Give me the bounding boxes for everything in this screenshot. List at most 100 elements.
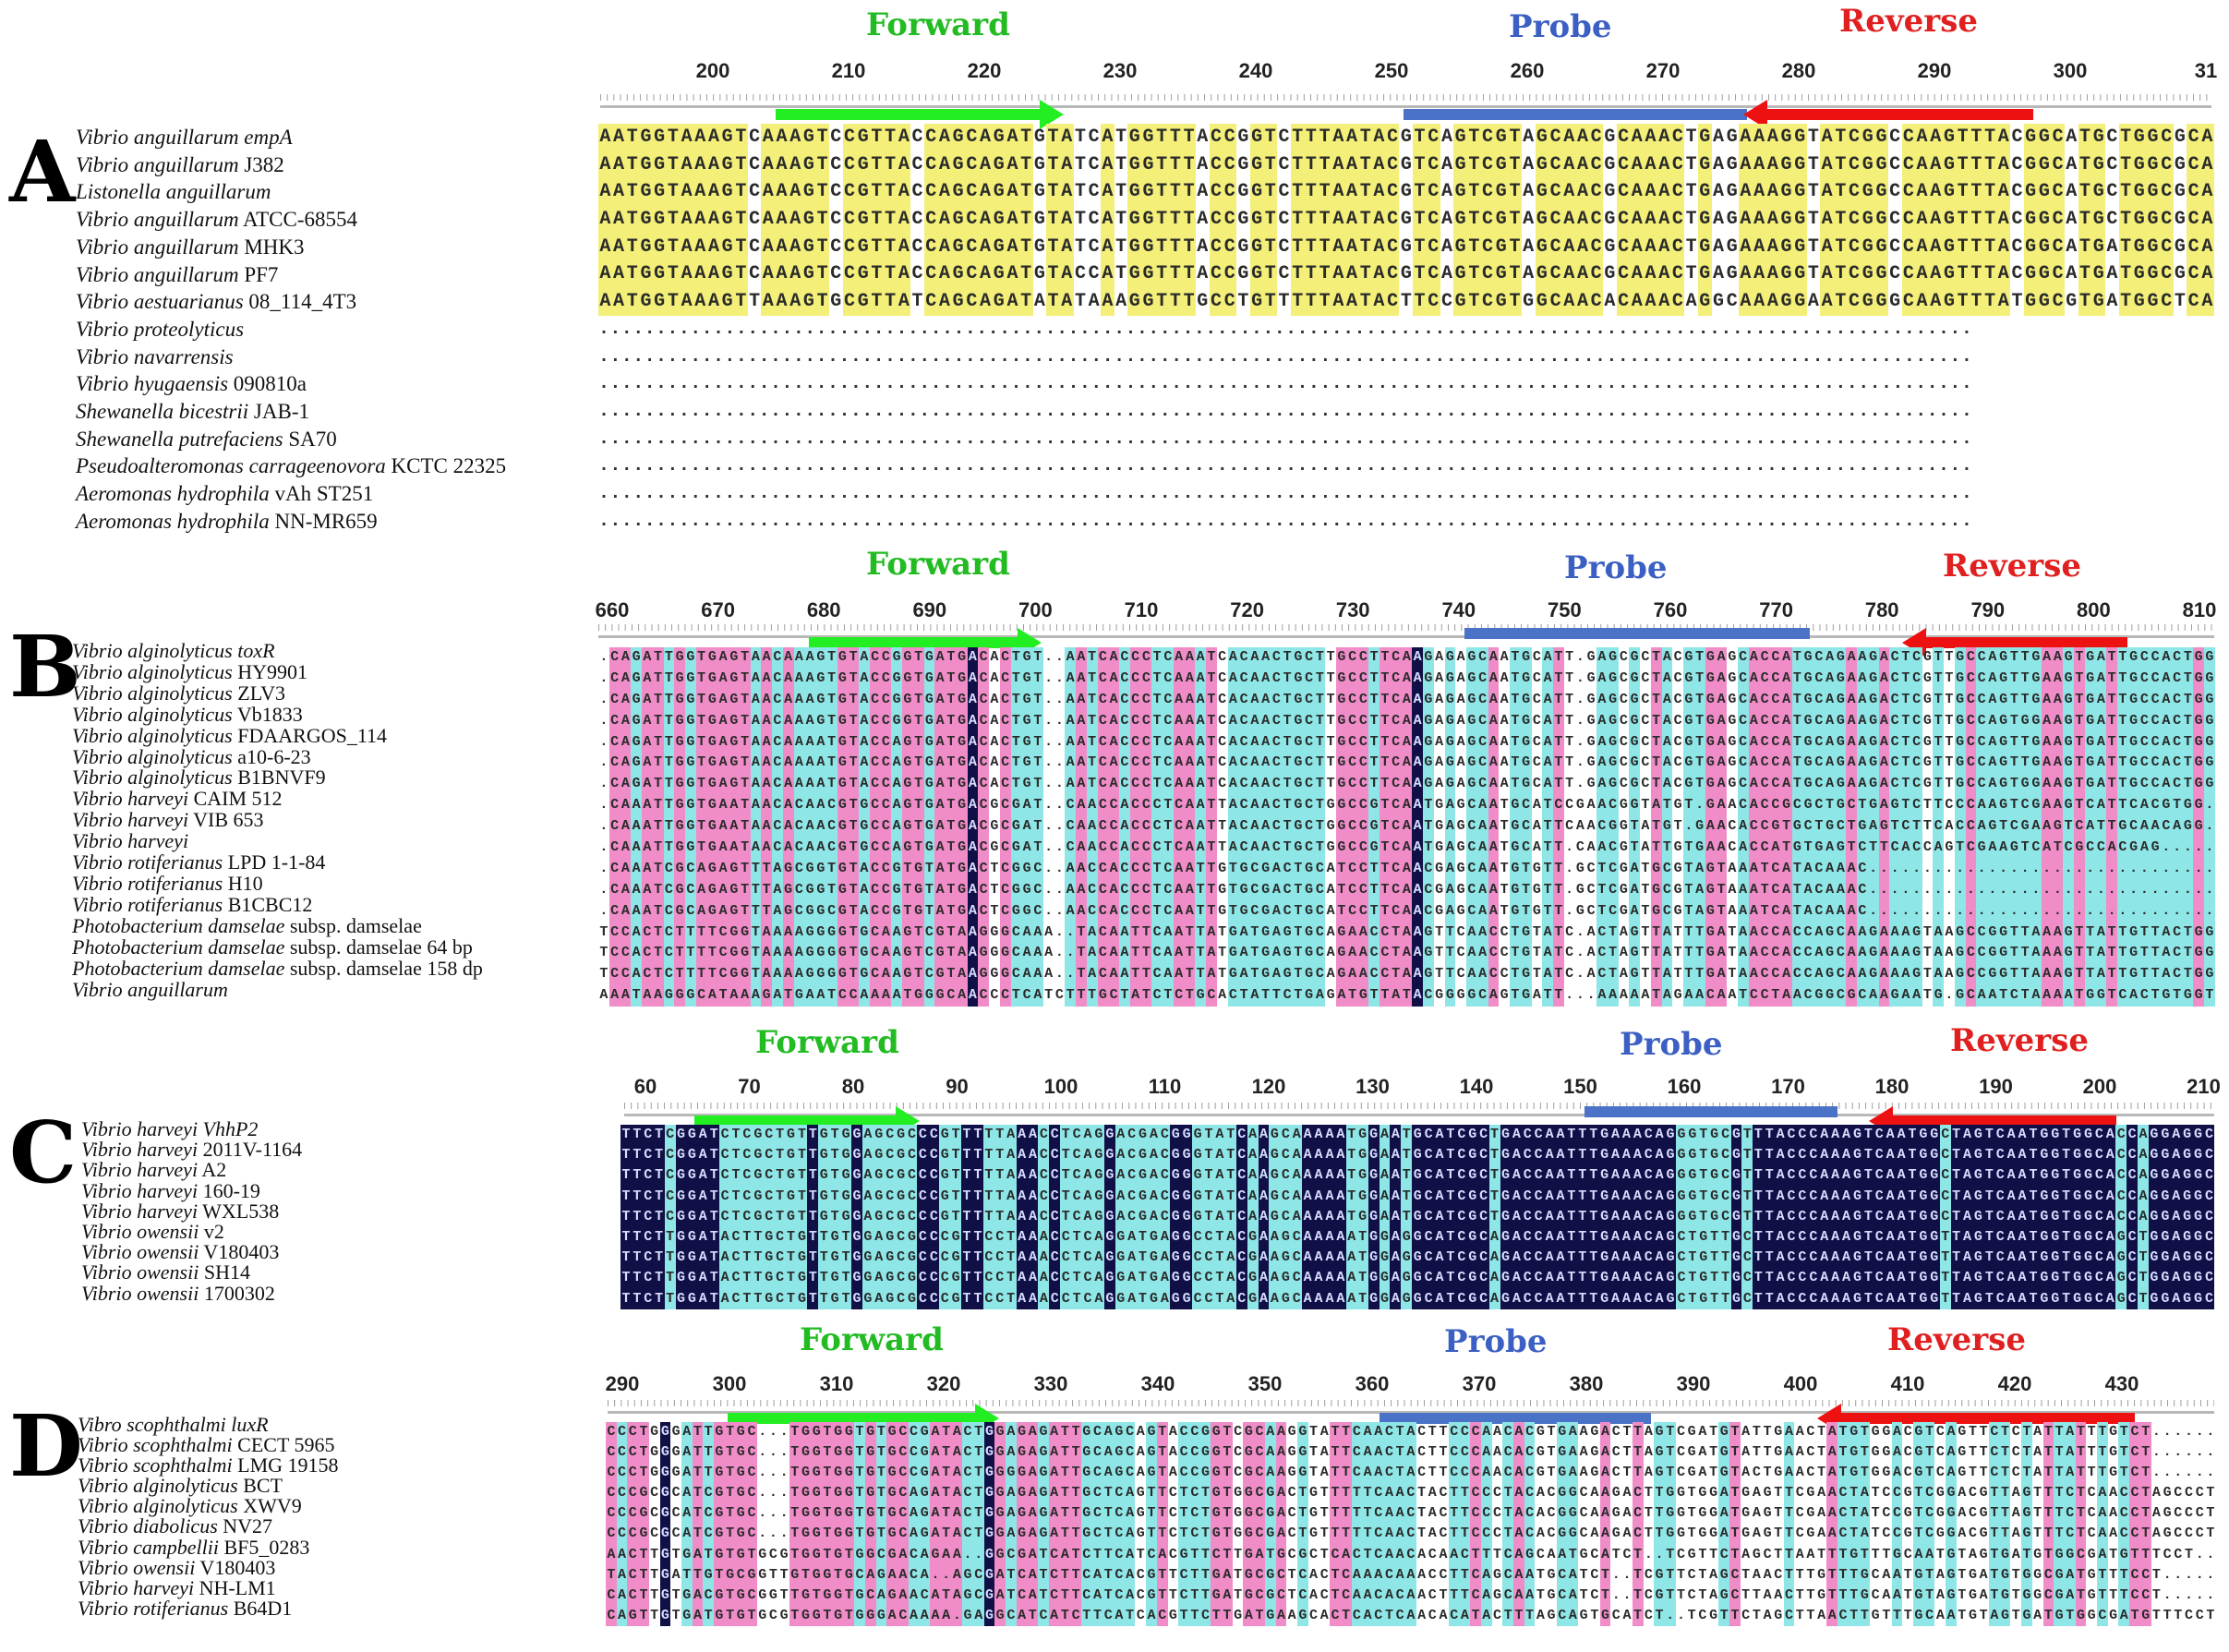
- tick-label: 400: [1783, 1372, 1818, 1395]
- tick-label: 720: [1230, 598, 1264, 621]
- species-list: Vibro scophthalmi luxR Vibrio scophthalmi…: [78, 1414, 339, 1619]
- species-name: Vibrio owensii v2: [81, 1220, 224, 1244]
- species-name: Vibrio anguillarum ATCC-68554: [76, 208, 357, 232]
- reverse-label: Reverse: [1950, 1022, 2089, 1059]
- reverse-primer-bar: [1764, 109, 2033, 120]
- tick-label: 70: [738, 1075, 761, 1098]
- tick-label: 680: [806, 598, 841, 621]
- species-name: Vibrio alginolyticus B1BNVF9: [72, 766, 326, 790]
- sequence-row: ........................................…: [598, 480, 2214, 508]
- probe-bar: [1380, 1413, 1651, 1424]
- tick-label: 130: [1355, 1075, 1390, 1098]
- reverse-primer-bar: [1922, 637, 2127, 648]
- position-ticks: 660 670 680 690 700 710 720 730 740 750 760 770 780 7…: [0, 598, 2229, 622]
- tick-label: 780: [1864, 598, 1899, 621]
- tick-label: 330: [1033, 1372, 1068, 1395]
- forward-label: Forward: [755, 1024, 899, 1061]
- gap-dots: ........................................…: [598, 510, 1973, 532]
- tick-label: 160: [1667, 1075, 1702, 1098]
- panel-d: D Forward Probe Reverse 290 300 310 320 330 3…: [0, 1320, 2229, 1652]
- probe-bar: [1584, 1106, 1837, 1117]
- species-name: Vibrio alginolyticus FDAARGOS_114: [72, 723, 388, 747]
- species-name: Photobacterium damselae subsp. damselae …: [72, 935, 473, 959]
- tick-label: 120: [1251, 1075, 1286, 1098]
- tick-label: 100: [1043, 1075, 1078, 1098]
- species-name: Vibrio alginolyticus a10-6-23: [72, 744, 311, 768]
- species-list: Vibrio anguillarum empA Vibrio anguillaru…: [76, 124, 506, 536]
- species-name: Vibrio anguillarum empA: [76, 126, 293, 149]
- gap-dots: ........................................…: [598, 482, 1973, 504]
- panel-label: A: [9, 122, 76, 222]
- reverse-label: Reverse: [1839, 3, 1978, 40]
- sequence-row: ........................................…: [598, 426, 2214, 453]
- tick-label: 390: [1676, 1372, 1711, 1395]
- species-name: Shewanella bicestrii JAB-1: [76, 400, 309, 424]
- tick-label: 140: [1459, 1075, 1494, 1098]
- panel-a: A Forward Probe Reverse 200 210 220 230 240 2…: [0, 0, 2229, 536]
- sequence-row: ........................................…: [598, 316, 2214, 344]
- species-name: Photobacterium damselae subsp. damselae …: [72, 956, 483, 980]
- tick-label: 700: [1018, 598, 1053, 621]
- forward-primer-bar: [728, 1413, 979, 1424]
- tick-label: 750: [1548, 598, 1582, 621]
- tick-label: 370: [1462, 1372, 1497, 1395]
- species-name: Vibrio aestuarianus 08_114_4T3: [76, 290, 357, 314]
- species-name: Vibrio anguillarum MHK3: [76, 235, 305, 259]
- species-name: Vibrio harveyi A2: [81, 1158, 227, 1182]
- tick-label: 60: [633, 1075, 657, 1098]
- position-ruler: [600, 94, 2211, 105]
- tick-label: 380: [1569, 1372, 1604, 1395]
- species-name: Vibrio harveyi: [72, 829, 189, 853]
- species-name: Photobacterium damselae subsp. damselae: [72, 913, 422, 937]
- species-name: Vibrio anguillarum PF7: [76, 262, 279, 286]
- gap-dots: ........................................…: [598, 318, 1973, 340]
- tick-label: 90: [946, 1075, 969, 1098]
- gap-dots: ........................................…: [598, 428, 1973, 450]
- species-name: Vibrio harveyi CAIM 512: [72, 787, 283, 811]
- tick-label: 660: [595, 598, 630, 621]
- tick-label: 220: [967, 59, 1002, 82]
- species-name: Vibrio harveyi 2011V-1164: [81, 1138, 303, 1162]
- tick-label: 800: [2077, 598, 2111, 621]
- probe-bar: [1464, 628, 1810, 639]
- species-name: Vibrio owensii V180403: [78, 1555, 276, 1579]
- tick-label: 170: [1771, 1075, 1805, 1098]
- sequence-row: ........................................…: [598, 452, 2214, 480]
- species-name: Vibrio rotiferianus H10: [72, 871, 263, 895]
- probe-label: Probe: [1444, 1323, 1548, 1360]
- tick-label: 200: [2082, 1075, 2117, 1098]
- species-name: Vibrio anguillarum: [72, 977, 228, 1001]
- species-name: Vibrio alginolyticus XWV9: [78, 1494, 302, 1518]
- reverse-primer-bar: [1889, 1115, 2116, 1127]
- position-ruler: [608, 1400, 2214, 1411]
- probe-label: Probe: [1564, 549, 1668, 586]
- tick-label: 150: [1563, 1075, 1597, 1098]
- species-name: Vibrio harveyi 160-19: [81, 1178, 260, 1202]
- species-name: Pseudoalteromonas carrageenovora KCTC 22…: [76, 454, 507, 478]
